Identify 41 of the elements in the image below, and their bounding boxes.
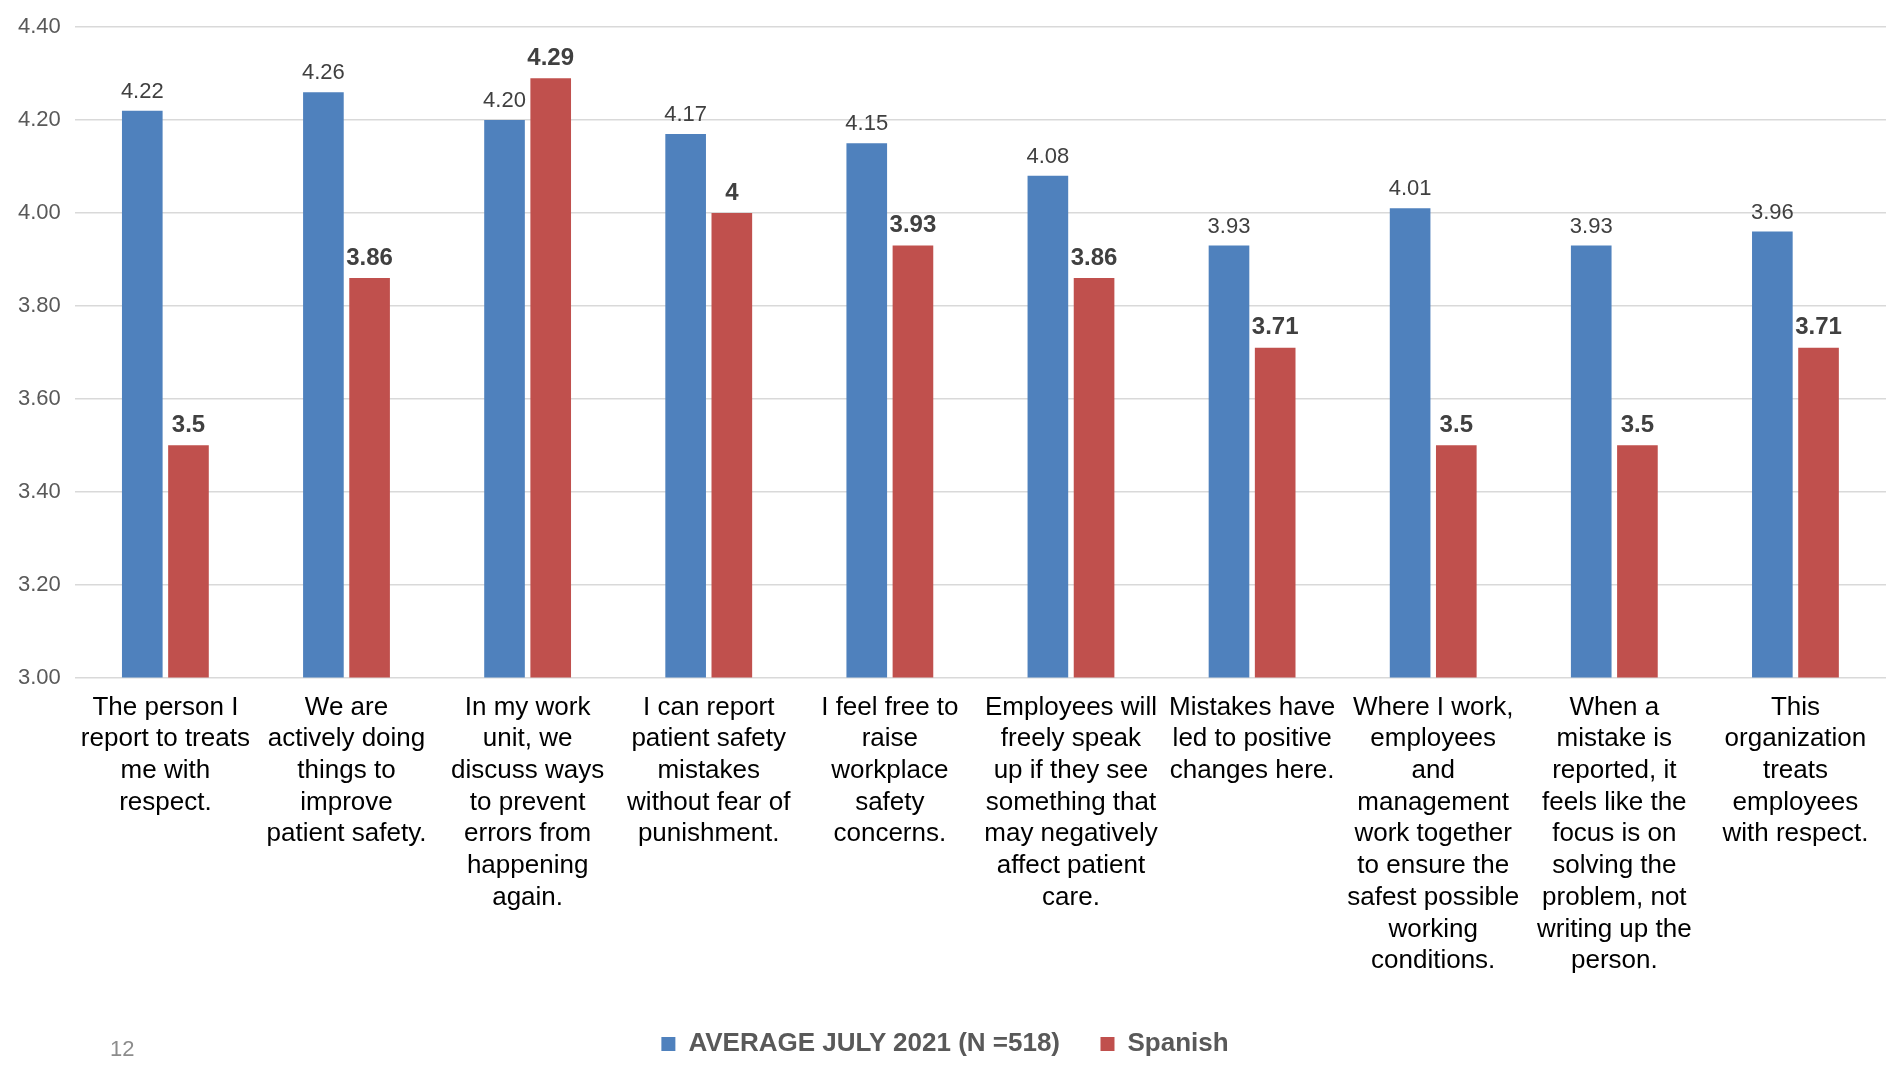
data-label: 3.93 (1569, 212, 1613, 238)
y-tick-label: 4.20 (17, 106, 61, 132)
data-label: 4.20 (483, 87, 526, 113)
data-label: 3.86 (1070, 242, 1118, 270)
x-tick-label: Employees will freely speak up if they see something that may negatively affect patient care. (984, 690, 1158, 911)
text: 12 (110, 1036, 135, 1062)
data-label: 3.5 (171, 409, 206, 437)
category-label: Where I work, employees and management work together to ensure the safest possible working conditions. (1347, 690, 1520, 975)
x-tick-label: The person I report to treats me with respect. (80, 690, 250, 816)
data-label: 3.93 (1207, 212, 1251, 238)
y-tick-label: 3.40 (17, 477, 61, 503)
y-tick-label: 3.60 (17, 384, 61, 410)
y-tick-label: 3.00 (17, 663, 61, 689)
x-tick-label: I feel free to raise workplace safety concerns. (821, 690, 959, 848)
x-tick-label: This organization treats employees with respect. (1721, 690, 1869, 848)
x-tick-label: Mistakes have led to positive changes here. (1168, 690, 1336, 784)
x-tick-label: I can report patient safety mistakes without fear of punishment. (626, 690, 792, 848)
data-label: 3.5 (1620, 409, 1655, 437)
data-label: 3.93 (889, 210, 937, 238)
data-label: 4.08 (1026, 142, 1070, 168)
legend-label: Spanish (1127, 1027, 1229, 1058)
data-label: 3.86 (346, 242, 393, 270)
data-label: 3.96 (1750, 198, 1794, 224)
data-label: 4.01 (1388, 175, 1432, 201)
data-label: 4 (725, 177, 740, 205)
data-label: 4.15 (845, 110, 889, 136)
data-label: 4.17 (664, 101, 708, 127)
data-label: 3.5 (1439, 409, 1473, 437)
y-tick-label: 3.80 (17, 291, 61, 317)
y-tick-label: 4.00 (17, 199, 61, 225)
data-label: 4.22 (120, 77, 164, 103)
data-label: 4.29 (527, 42, 575, 70)
data-label: 4.26 (301, 59, 345, 85)
x-tick-label: We are actively doing things to improve patient safety. (266, 690, 427, 848)
y-tick-label: 4.40 (17, 13, 61, 39)
y-tick-label: 3.20 (17, 570, 61, 596)
x-tick-label: In my work unit, we discuss ways to prevent errors from happening again. (451, 690, 605, 911)
data-label: 3.71 (1795, 312, 1842, 340)
category-label: When a mistake is reported, it feels like the focus is on solving the problem, not writing up the person. (1536, 690, 1692, 975)
data-label: 3.71 (1251, 312, 1299, 340)
legend-label: AVERAGE JULY 2021 (N =518) (688, 1027, 1061, 1058)
